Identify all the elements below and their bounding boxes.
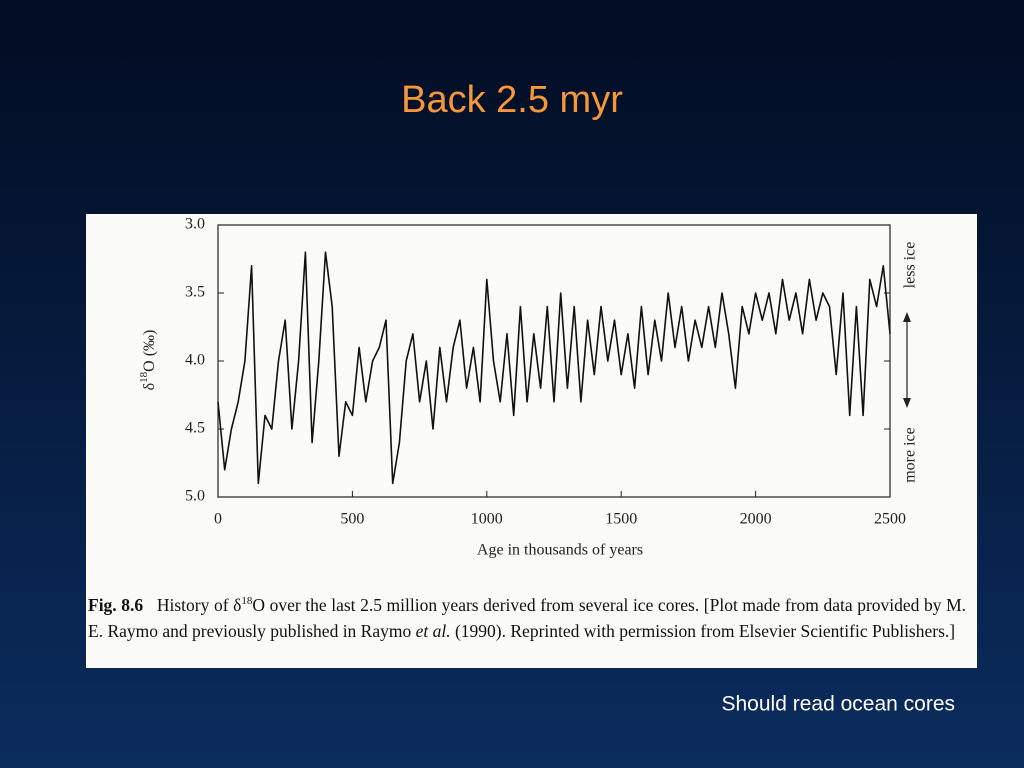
y-tick-label: 5.0 <box>185 488 205 505</box>
y-tick-label: 3.0 <box>185 216 205 233</box>
y-label-part: O (‰) <box>141 330 158 372</box>
slide-note: Should read ocean cores <box>722 693 956 716</box>
y-axis-label: δ18O (‰) <box>138 330 158 391</box>
x-tick-label: 2500 <box>874 511 906 528</box>
x-axis-label: Age in thousands of years <box>477 542 643 559</box>
annotation: more ice <box>902 427 919 483</box>
caption-sup: 18 <box>241 595 253 607</box>
caption: Fig. 8.6 History of δ18O over the last 2… <box>88 588 966 644</box>
caption-italic: et al. <box>415 620 451 641</box>
figure-panel <box>86 214 977 668</box>
y-tick-label: 4.5 <box>185 420 205 437</box>
x-tick-label: 1000 <box>471 511 503 528</box>
slide-title: Back 2.5 myr <box>401 79 623 121</box>
data-line <box>217 251 891 485</box>
x-tick-label: 0 <box>214 511 222 528</box>
y-tick-label: 4.0 <box>185 352 205 369</box>
caption-text: O over the last 2.5 million years derive… <box>88 594 967 641</box>
x-tick-label: 500 <box>340 511 364 528</box>
annotation: less ice <box>902 242 919 289</box>
y-label-sup: 18 <box>138 371 150 383</box>
caption-label: Fig. 8.6 <box>88 594 144 615</box>
caption-text: (1990). Reprinted with permission from E… <box>450 620 956 641</box>
y-label-part: δ <box>141 383 158 391</box>
x-tick-label: 2000 <box>740 511 772 528</box>
x-tick-label: 1500 <box>605 511 637 528</box>
y-tick-label: 3.5 <box>185 284 205 301</box>
arrow-heads <box>903 312 911 408</box>
caption-text: History of δ <box>156 594 242 615</box>
